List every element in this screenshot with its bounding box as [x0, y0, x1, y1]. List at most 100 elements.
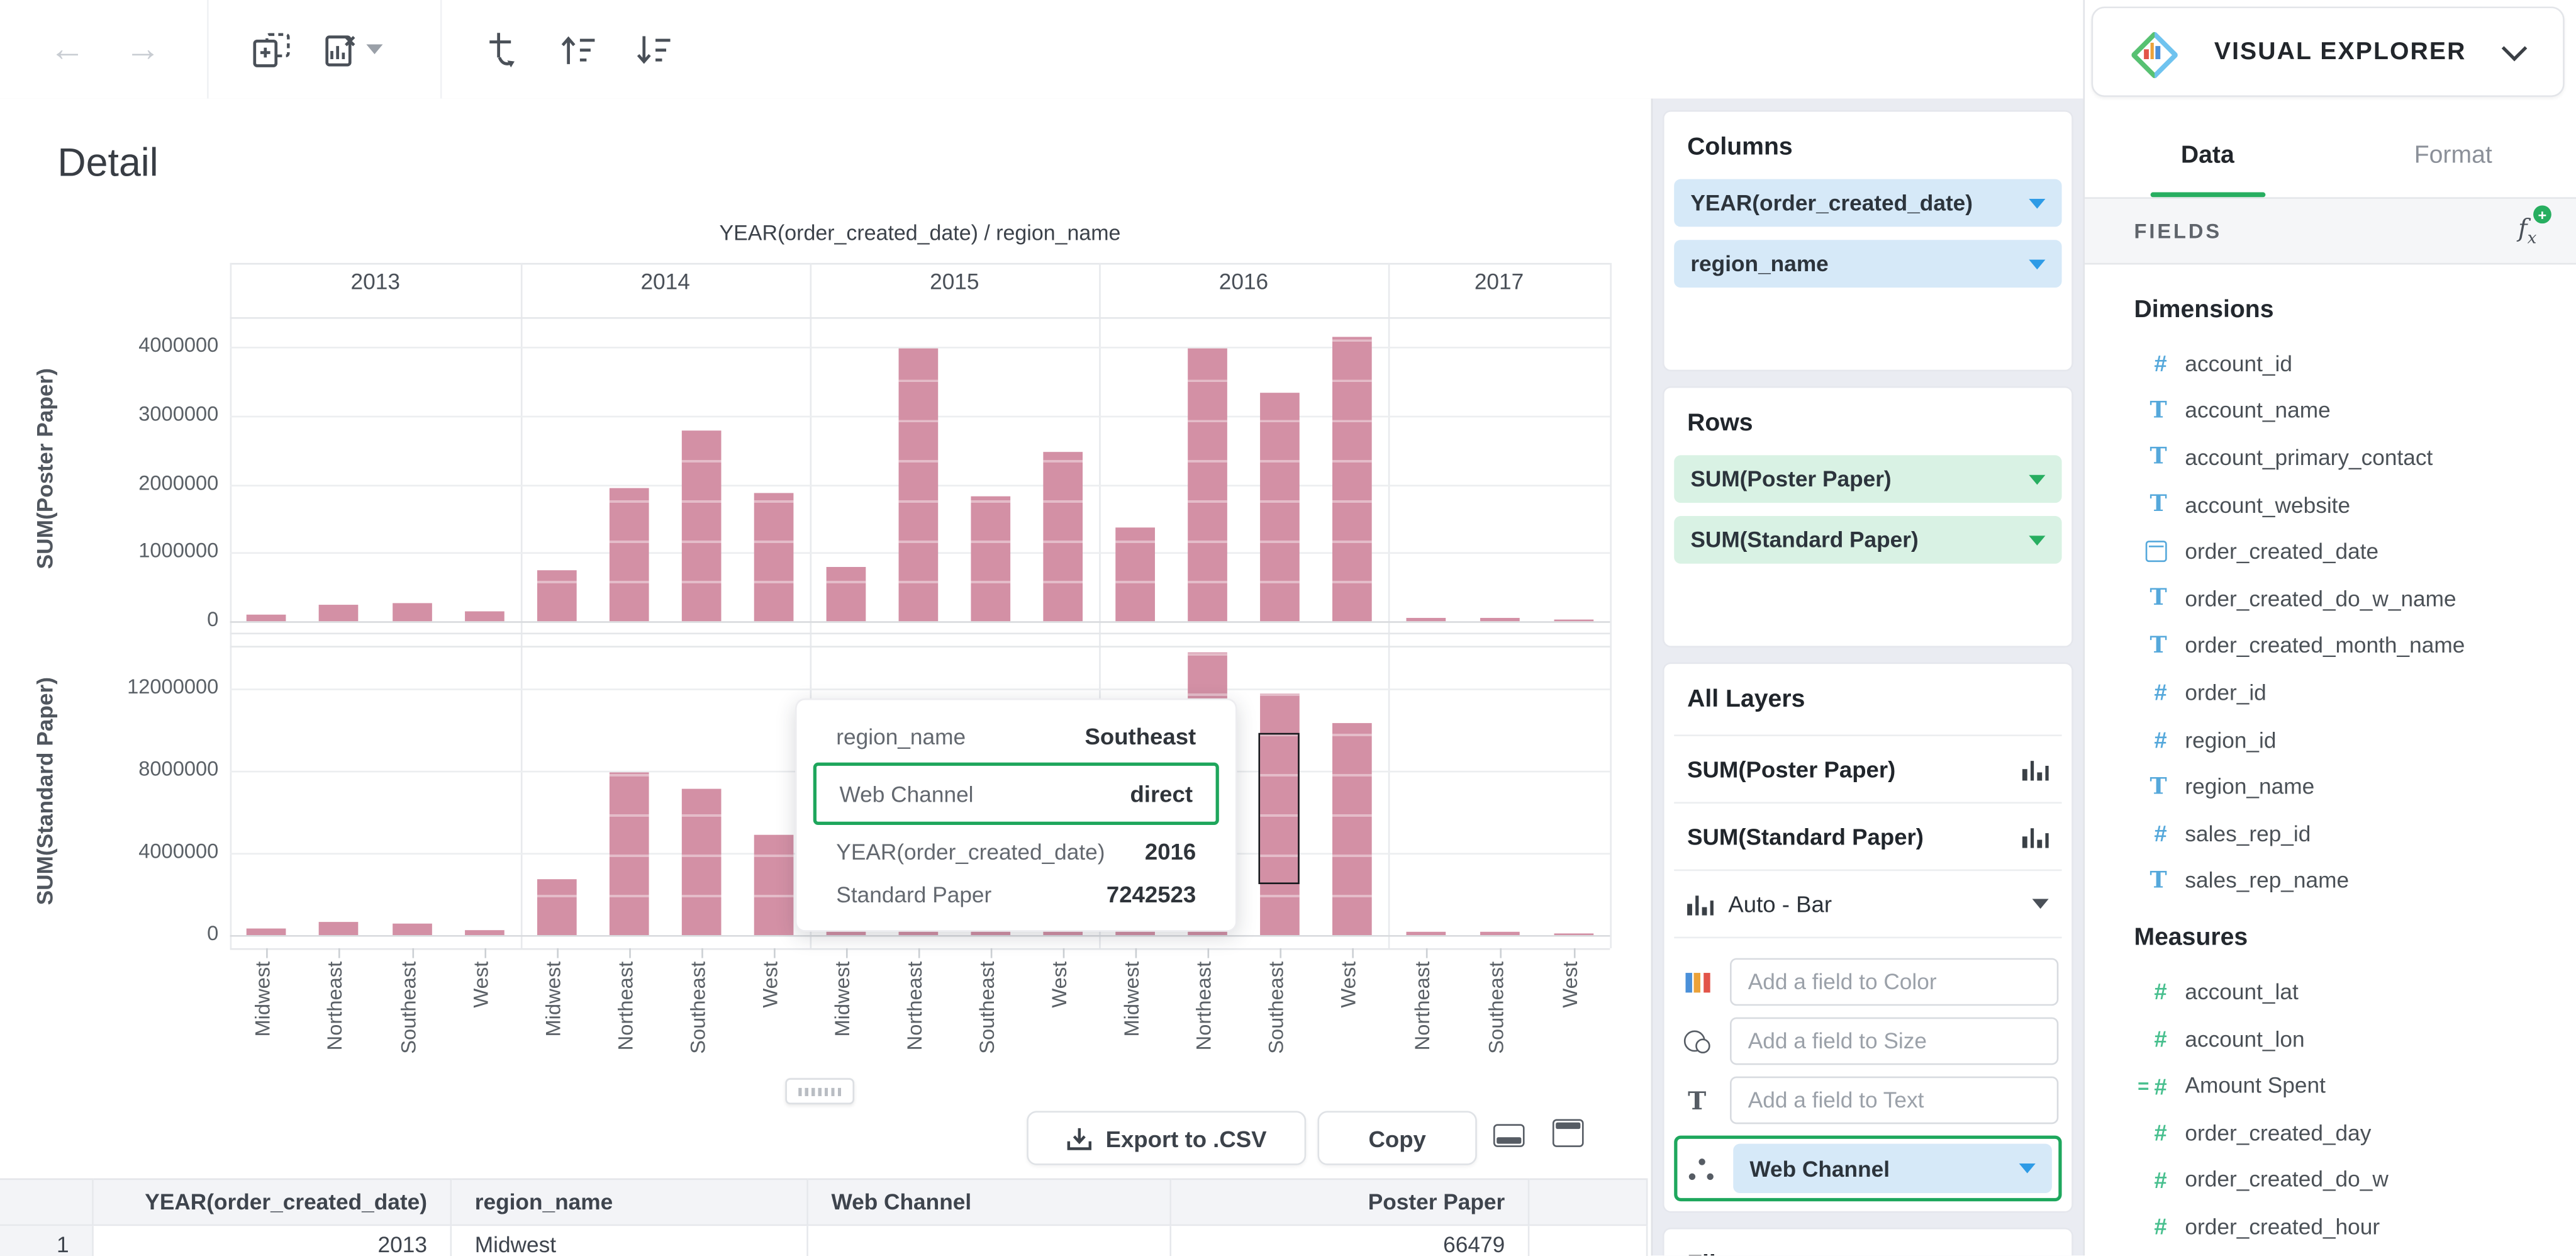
bar-2013-midwest[interactable]	[247, 614, 286, 622]
visual-explorer-logo-icon	[2129, 29, 2179, 79]
bar-2017-northeast[interactable]	[1405, 618, 1445, 622]
bar-2013-southeast[interactable]	[392, 602, 432, 622]
forward-button[interactable]: →	[115, 23, 171, 76]
pill-year-order-created-date[interactable]: YEAR(order_created_date)	[1674, 179, 2062, 227]
resize-drag-handle[interactable]	[785, 1078, 855, 1104]
field-item-amount-spent[interactable]: = # Amount Spent	[2134, 1062, 2566, 1109]
bar-2017-west[interactable]	[1553, 619, 1593, 622]
x-tick-label: West	[1337, 961, 1361, 1008]
bar-2014-west[interactable]	[754, 493, 794, 622]
rows-title: Rows	[1687, 409, 1753, 437]
field-label: region_id	[2185, 727, 2277, 752]
field-label: order_created_do_w	[2185, 1167, 2389, 1192]
text-field-input[interactable]	[1730, 1076, 2059, 1124]
x-tick-label: Northeast	[1410, 961, 1434, 1051]
field-item-region-id[interactable]: # region_id	[2134, 716, 2566, 763]
bar-2017-southeast[interactable]	[1479, 617, 1519, 622]
x-tick-label-wrap: Midwest	[542, 962, 566, 1045]
field-item-account-lat[interactable]: # account_lat	[2134, 968, 2566, 1016]
bar-2017-west[interactable]	[1553, 933, 1593, 936]
bar-2014-northeast[interactable]	[609, 773, 649, 936]
clear-chart-button[interactable]	[315, 23, 391, 76]
pill-sum-poster-paper[interactable]: SUM(Poster Paper)	[1674, 455, 2062, 503]
x-tick-label-wrap: Midwest	[831, 962, 854, 1045]
table-row[interactable]: 1 2013 Midwest 66479	[0, 1226, 1648, 1256]
bar-2014-midwest[interactable]	[537, 879, 577, 936]
chevron-down-icon	[2032, 899, 2049, 909]
visual-explorer-switcher[interactable]: VISUAL EXPLORER	[2091, 6, 2565, 98]
number-field-icon: #	[2154, 1119, 2167, 1146]
bar-2014-southeast[interactable]	[681, 788, 722, 936]
bar-2014-midwest[interactable]	[537, 570, 577, 622]
bar-2016-west[interactable]	[1332, 337, 1372, 622]
pill-web-channel[interactable]: Web Channel	[1733, 1143, 2052, 1194]
field-item-order-created-hour[interactable]: # order_created_hour	[2134, 1203, 2566, 1250]
bar-2014-west[interactable]	[754, 834, 794, 936]
pill-sum-standard-paper[interactable]: SUM(Standard Paper)	[1674, 516, 2062, 564]
bar-2017-northeast[interactable]	[1405, 932, 1445, 936]
bar-2016-west[interactable]	[1332, 723, 1372, 936]
chevron-down-icon	[2029, 474, 2046, 485]
bar-2013-southeast[interactable]	[392, 923, 432, 936]
bar-2013-midwest[interactable]	[247, 928, 286, 936]
bar-2015-midwest[interactable]	[826, 567, 866, 622]
bar-2015-west[interactable]	[1043, 451, 1083, 622]
bar-2016-southeast[interactable]	[1260, 393, 1300, 622]
back-button[interactable]: ←	[40, 23, 96, 76]
pill-label: SUM(Standard Paper)	[1690, 527, 1919, 552]
bar-chart-icon	[1687, 893, 1714, 915]
tab-format[interactable]: Format	[2414, 141, 2492, 169]
swap-axes-button[interactable]	[475, 23, 531, 76]
copy-button[interactable]: Copy	[1317, 1111, 1477, 1165]
mark-type-dropdown[interactable]: Auto - Bar	[1674, 869, 2062, 937]
number-field-icon: #	[2154, 350, 2167, 377]
maximize-icon[interactable]	[1552, 1119, 1584, 1147]
pill-region-name[interactable]: region_name	[1674, 240, 2062, 288]
color-mark-row	[1677, 958, 2059, 1006]
size-field-input[interactable]	[1730, 1017, 2059, 1065]
field-item-sales-rep-id[interactable]: # sales_rep_id	[2134, 810, 2566, 857]
bar-2014-southeast[interactable]	[681, 430, 722, 622]
bar-2014-northeast[interactable]	[609, 488, 649, 622]
field-item-order-created-do-w[interactable]: # order_created_do_w	[2134, 1156, 2566, 1203]
mark-type-label: Auto - Bar	[1728, 890, 1832, 917]
text-field-icon: T	[2149, 585, 2167, 612]
minimize-icon[interactable]	[1493, 1124, 1525, 1147]
export-csv-button[interactable]: Export to .CSV	[1027, 1111, 1307, 1165]
x-tick-mark	[484, 948, 486, 958]
layer-sum-poster-paper[interactable]: SUM(Poster Paper)	[1674, 734, 2062, 802]
field-item-order-created-date[interactable]: order_created_date	[2134, 528, 2566, 575]
bar-2013-northeast[interactable]	[319, 603, 359, 622]
x-tick-label-wrap: Southeast	[1485, 962, 1508, 1062]
add-chart-button[interactable]	[243, 23, 299, 76]
bar-2015-northeast[interactable]	[898, 348, 939, 622]
bar-2015-southeast[interactable]	[971, 496, 1011, 622]
field-item-order-id[interactable]: # order_id	[2134, 669, 2566, 716]
x-tick-label-wrap: Southeast	[1265, 962, 1288, 1062]
add-calculated-field-button[interactable]: fx +	[2518, 205, 2551, 248]
bar-2016-northeast[interactable]	[1188, 348, 1227, 622]
field-item-account-id[interactable]: # account_id	[2134, 340, 2566, 388]
field-item-account-lon[interactable]: # account_lon	[2134, 1015, 2566, 1062]
sort-descending-button[interactable]	[626, 23, 682, 76]
sort-ascending-button[interactable]	[550, 23, 606, 76]
layer-sum-standard-paper[interactable]: SUM(Standard Paper)	[1674, 802, 2062, 869]
bar-2016-midwest[interactable]	[1115, 527, 1155, 622]
selected-bar-segment-outline[interactable]	[1258, 732, 1300, 885]
pill-label: region_name	[1690, 251, 1829, 276]
bar-2013-west[interactable]	[464, 929, 505, 936]
field-item-order-created-day[interactable]: # order_created_day	[2134, 1109, 2566, 1157]
bar-2013-west[interactable]	[464, 610, 505, 622]
bar-2013-northeast[interactable]	[319, 921, 359, 936]
x-tick-label-wrap: Northeast	[1410, 962, 1434, 1059]
color-field-input[interactable]	[1730, 958, 2059, 1006]
tab-data[interactable]: Data	[2085, 121, 2330, 197]
bar-2017-southeast[interactable]	[1479, 931, 1519, 936]
